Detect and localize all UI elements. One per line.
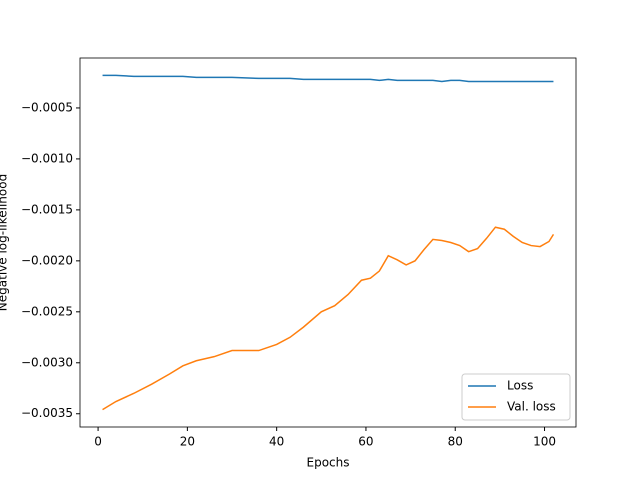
legend-label: Loss — [507, 379, 533, 393]
y-tick-label: −0.0010 — [21, 151, 73, 165]
x-tick-label: 20 — [180, 435, 195, 449]
y-tick-label: −0.0025 — [21, 304, 73, 318]
x-tick-label: 40 — [269, 435, 284, 449]
axes-frame — [79, 57, 577, 428]
series-line — [102, 226, 555, 411]
y-tick-label: −0.0005 — [21, 100, 73, 114]
y-tick-label: −0.0015 — [21, 202, 73, 216]
y-tick-label: −0.0030 — [21, 355, 73, 369]
legend-label: Val. loss — [507, 400, 556, 414]
y-tick-label: −0.0020 — [21, 253, 73, 267]
x-tick-label: 100 — [533, 435, 556, 449]
x-axis-label: Epochs — [307, 456, 350, 470]
x-tick-label: 80 — [448, 435, 463, 449]
y-tick-label: −0.0035 — [21, 406, 73, 420]
x-tick-label: 0 — [94, 435, 102, 449]
y-axis-label: Negative log-likelihood — [0, 174, 10, 311]
x-tick-label: 60 — [358, 435, 373, 449]
series-line — [102, 74, 554, 83]
